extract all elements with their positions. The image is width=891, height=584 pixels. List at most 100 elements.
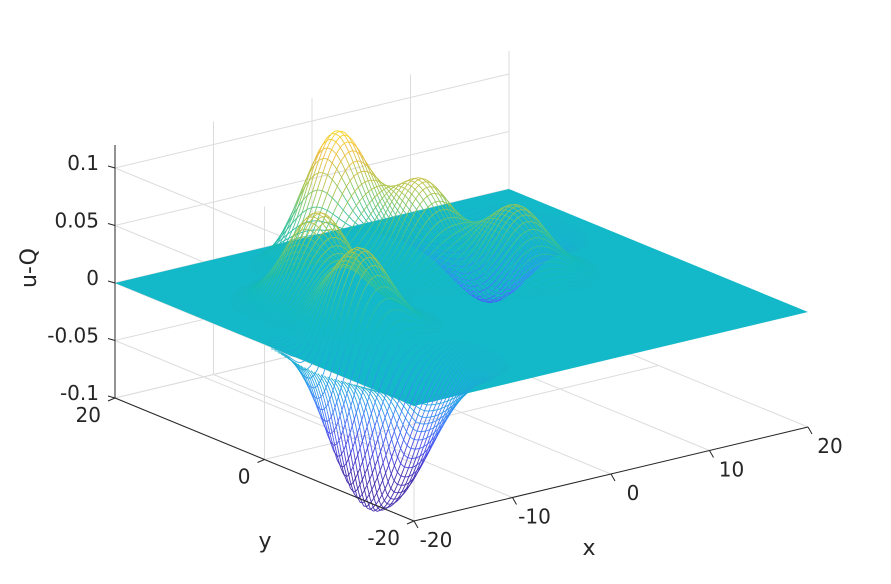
mesh-segment xyxy=(450,230,455,237)
mesh-segment xyxy=(306,273,311,280)
mesh-segment xyxy=(532,209,536,213)
mesh-segment xyxy=(437,261,442,266)
mesh-segment xyxy=(387,231,392,235)
mesh-segment xyxy=(351,171,356,180)
mesh-segment xyxy=(233,303,238,307)
mesh-segment xyxy=(385,274,390,281)
mesh-segment xyxy=(309,257,314,264)
mesh-segment xyxy=(253,284,258,289)
mesh-segment xyxy=(295,195,300,204)
mesh-segment xyxy=(467,230,472,236)
mesh-segment xyxy=(378,281,383,284)
mesh-segment xyxy=(286,242,291,250)
mesh-segment xyxy=(550,274,554,276)
mesh-segment xyxy=(503,229,508,236)
mesh-segment xyxy=(316,286,321,293)
mesh-segment xyxy=(233,297,238,300)
mesh-segment xyxy=(358,155,363,165)
mesh-segment xyxy=(510,204,514,206)
mesh-segment xyxy=(401,206,406,214)
mesh-segment xyxy=(481,291,485,294)
mesh-segment xyxy=(540,225,544,230)
mesh-segment xyxy=(530,237,534,240)
mesh-segment xyxy=(500,256,505,262)
mesh-segment xyxy=(338,204,343,209)
mesh-segment xyxy=(243,306,248,310)
mesh-segment xyxy=(537,278,541,281)
mesh-segment xyxy=(267,319,271,322)
mesh-segment xyxy=(368,166,373,172)
mesh-segment xyxy=(466,287,471,292)
mesh-segment xyxy=(509,290,514,293)
mesh-segment xyxy=(346,269,351,279)
mesh-segment xyxy=(430,230,435,236)
mesh-segment xyxy=(575,244,580,248)
mesh-segment xyxy=(489,230,494,234)
mesh-segment xyxy=(427,197,432,204)
mesh-segment xyxy=(407,179,412,184)
mesh-segment xyxy=(259,251,264,254)
mesh-segment xyxy=(467,294,472,297)
mesh-segment xyxy=(364,160,369,166)
mesh-segment xyxy=(310,294,314,301)
mesh-segment xyxy=(381,228,386,232)
mesh-segment xyxy=(546,236,551,241)
mesh-segment xyxy=(480,257,485,262)
mesh-segment xyxy=(340,460,345,474)
mesh-segment xyxy=(237,299,241,303)
mesh-segment xyxy=(533,222,538,228)
mesh-segment xyxy=(395,299,400,303)
mesh-segment xyxy=(326,272,331,279)
mesh-segment xyxy=(513,218,518,222)
mesh-segment xyxy=(523,270,527,272)
mesh-segment xyxy=(300,329,305,336)
mesh-segment xyxy=(533,295,538,298)
mesh-segment xyxy=(538,216,543,221)
mesh-segment xyxy=(322,259,327,264)
mesh-segment xyxy=(414,220,419,227)
mesh-segment xyxy=(303,376,308,385)
mesh-segment xyxy=(286,290,291,297)
mesh-segment xyxy=(506,245,511,249)
mesh-segment xyxy=(237,307,242,311)
mesh-segment xyxy=(408,256,413,262)
mesh-segment xyxy=(500,288,505,291)
mesh-segment xyxy=(299,292,304,298)
mesh-segment xyxy=(444,267,449,271)
mesh-segment xyxy=(477,270,482,275)
mesh-segment xyxy=(325,158,329,161)
mesh-segment xyxy=(313,302,318,311)
mesh-segment xyxy=(427,253,432,258)
mesh-segment xyxy=(440,220,445,228)
mesh-segment xyxy=(434,266,439,271)
mesh-segment xyxy=(273,270,278,278)
mesh-segment xyxy=(377,189,383,198)
mesh-segment xyxy=(309,267,314,274)
mesh-segment xyxy=(270,307,275,312)
mesh-segment xyxy=(524,290,528,293)
mesh-segment xyxy=(477,221,482,225)
mesh-segment xyxy=(339,262,344,271)
mesh-segment xyxy=(424,245,429,251)
mesh-segment xyxy=(402,328,407,332)
mesh-segment xyxy=(363,403,368,415)
mesh-segment xyxy=(356,347,361,360)
mesh-segment xyxy=(323,277,328,285)
mesh-segment xyxy=(315,159,320,170)
mesh-segment xyxy=(256,277,261,280)
mesh-segment xyxy=(302,217,307,223)
mesh-segment xyxy=(434,210,439,214)
mesh-segment xyxy=(369,277,374,281)
mesh-segment xyxy=(372,307,377,314)
mesh-segment xyxy=(440,264,445,269)
mesh-segment xyxy=(493,226,498,233)
mesh-segment xyxy=(391,189,396,194)
mesh-segment xyxy=(259,252,264,256)
mesh-segment xyxy=(536,232,541,238)
mesh-segment xyxy=(390,235,395,239)
mesh-segment xyxy=(335,243,340,250)
mesh-segment xyxy=(533,272,538,276)
mesh-segment xyxy=(392,424,397,435)
mesh-segment xyxy=(443,249,448,255)
mesh-segment xyxy=(399,373,404,381)
